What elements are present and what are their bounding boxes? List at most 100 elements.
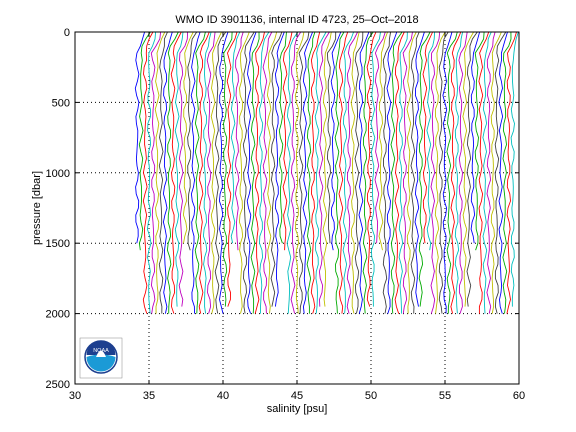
salinity-profile-line <box>450 31 462 314</box>
salinity-profiles <box>134 31 519 314</box>
grid <box>75 32 519 384</box>
x-axis-label: salinity [psu] <box>267 403 328 415</box>
salinity-profile-line <box>406 31 417 314</box>
salinity-profile-line <box>394 31 405 314</box>
salinity-profile-line <box>474 31 485 251</box>
salinity-profile-line <box>302 31 314 314</box>
salinity-profile-line <box>150 31 162 314</box>
salinity-profile-line <box>490 31 502 314</box>
x-tick-label: 30 <box>69 390 81 402</box>
y-tick-label: 0 <box>64 27 70 39</box>
y-tick-labels: 0 500 1000 1500 2000 2500 <box>46 27 70 391</box>
salinity-profile-line <box>398 31 408 314</box>
salinity-profile-line <box>446 31 458 314</box>
salinity-profile-line <box>454 31 464 314</box>
salinity-profile-line <box>214 31 227 314</box>
salinity-profile-line <box>354 31 364 314</box>
y-tick-label: 2500 <box>46 379 70 391</box>
salinity-profile-line <box>486 31 496 314</box>
salinity-profile-line <box>386 31 398 314</box>
salinity-profile-line <box>430 31 441 314</box>
salinity-profile-line <box>223 31 233 307</box>
salinity-profile-line <box>346 31 359 314</box>
x-tick-label: 45 <box>291 390 303 402</box>
salinity-profile-line <box>146 31 157 314</box>
salinity-profile-line <box>230 31 241 244</box>
x-tick-label: 60 <box>513 390 525 402</box>
salinity-profile-line <box>350 31 360 314</box>
salinity-profile-line <box>318 31 330 307</box>
x-tick-label: 50 <box>365 390 377 402</box>
salinity-profile-line <box>498 31 508 314</box>
noaa-logo-text: NOAA <box>93 348 109 354</box>
salinity-profile-line <box>226 31 238 307</box>
salinity-profile-line <box>187 31 198 251</box>
salinity-profile-line <box>206 31 216 314</box>
x-tick-label: 40 <box>217 390 229 402</box>
salinity-profile-line <box>290 31 302 314</box>
salinity-profile-line <box>458 31 468 314</box>
salinity-profile-line <box>190 31 201 314</box>
y-tick-label: 1000 <box>46 168 70 180</box>
salinity-profile-line <box>194 31 206 314</box>
salinity-profile-line <box>470 31 481 244</box>
salinity-profile-line <box>238 31 250 314</box>
y-tick-label: 500 <box>52 97 70 109</box>
salinity-profile-line <box>246 31 257 314</box>
salinity-profile-line <box>266 31 278 314</box>
salinity-profile-line <box>162 31 173 314</box>
salinity-profile-line <box>378 31 389 251</box>
salinity-profile-line <box>310 31 321 314</box>
salinity-profile-line <box>234 31 244 251</box>
salinity-profile-line <box>410 31 420 314</box>
chart-title: WMO ID 3901136, internal ID 4723, 25–Oct… <box>175 14 418 26</box>
salinity-profile-line <box>442 31 453 314</box>
salinity-profile-line <box>322 31 332 307</box>
salinity-profile-line <box>506 31 517 314</box>
salinity-profile-line <box>478 31 490 314</box>
x-tick-label: 55 <box>439 390 451 402</box>
y-axis-label: pressure [dbar] <box>31 171 43 245</box>
salinity-profile-line <box>286 31 299 314</box>
salinity-profile-line <box>134 31 146 244</box>
salinity-profile-line <box>154 31 166 314</box>
salinity-profile-line <box>482 31 492 314</box>
x-tick-labels: 30 35 40 45 50 55 60 <box>69 390 525 402</box>
salinity-profile-line <box>510 31 519 307</box>
salinity-profile-line <box>254 31 265 314</box>
salinity-profile-line <box>402 31 413 314</box>
salinity-profile-line <box>142 31 154 314</box>
salinity-profile-line <box>274 31 285 307</box>
salinity-profile-line <box>362 31 374 314</box>
salinity-profile-line <box>414 31 425 307</box>
salinity-profile-line <box>282 31 293 251</box>
salinity-profile-line <box>174 31 184 307</box>
salinity-profile-line <box>182 31 194 244</box>
salinity-profile-line <box>258 31 270 314</box>
axis-ticks <box>74 31 520 385</box>
salinity-profile-line <box>198 31 210 314</box>
x-tick-label: 35 <box>143 390 155 402</box>
salinity-profile-line <box>298 31 310 314</box>
salinity-profile-line <box>158 31 168 314</box>
salinity-profile-line <box>326 31 337 244</box>
salinity-profile-line <box>494 31 507 314</box>
salinity-profile-line <box>262 31 273 314</box>
salinity-profile-line <box>438 31 449 314</box>
salinity-profile-line <box>370 31 381 307</box>
salinity-profile-line <box>218 31 229 314</box>
salinity-profile-line <box>170 31 182 314</box>
salinity-profile-line <box>342 31 355 314</box>
salinity-profile-line <box>426 31 436 251</box>
salinity-profile-line <box>502 31 512 314</box>
salinity-profile-line <box>166 31 179 314</box>
salinity-profile-line <box>366 31 377 307</box>
salinity-profile-line <box>294 31 305 314</box>
salinity-profile-line <box>374 31 386 244</box>
y-tick-label: 2000 <box>46 309 70 321</box>
salinity-profile-line <box>422 31 434 244</box>
salinity-profile-line <box>306 31 316 314</box>
salinity-profile-line <box>242 31 255 314</box>
salinity-profile-line <box>418 31 431 307</box>
noaa-logo: NOAA <box>79 337 123 379</box>
